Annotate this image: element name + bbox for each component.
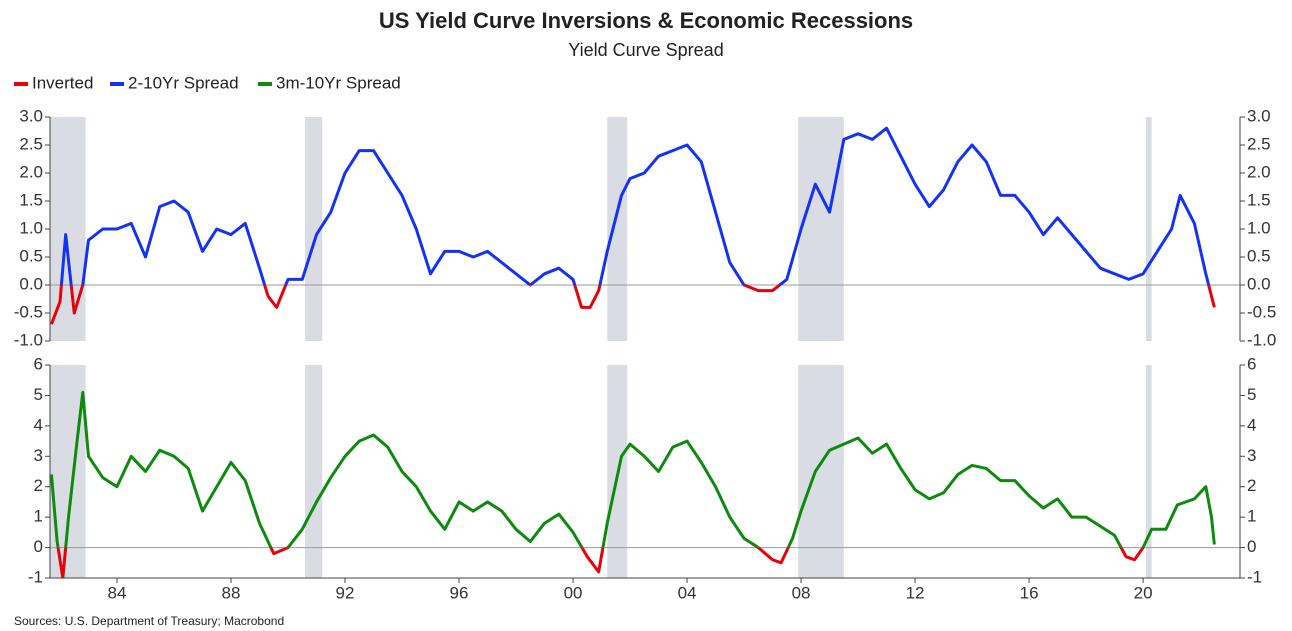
y-tick-label: 3 (34, 446, 43, 465)
y-tick-label: 2 (34, 476, 43, 495)
y-tick-label: 4 (34, 415, 43, 434)
y-tick-label: 1 (34, 507, 43, 526)
y2-tick-label: 2.5 (1247, 134, 1271, 153)
y-tick-label: 2.0 (19, 162, 43, 181)
x-tick-label: 12 (906, 583, 925, 602)
x-tick-label: 96 (450, 583, 469, 602)
y2-tick-label: 3.0 (1247, 106, 1271, 125)
y2-tick-label: 2 (1247, 476, 1256, 495)
recession-band (1145, 365, 1152, 578)
plot-area (50, 117, 1240, 341)
y-tick-label: 0 (34, 537, 43, 556)
legend-label: Inverted (32, 73, 93, 92)
y-tick-label: -1.0 (14, 330, 43, 349)
y2-tick-label: 1 (1247, 507, 1256, 526)
y2-tick-label: 2.0 (1247, 162, 1271, 181)
recession-band (607, 117, 628, 341)
y-tick-label: 1.5 (19, 190, 43, 209)
x-tick-label: 00 (564, 583, 583, 602)
y2-tick-label: -0.5 (1247, 302, 1276, 321)
legend-label: 2-10Yr Spread (128, 73, 239, 92)
chart-subtitle: Yield Curve Spread (568, 40, 723, 60)
y2-tick-label: -1.0 (1247, 330, 1276, 349)
y-tick-label: 5 (34, 385, 43, 404)
y2-tick-label: 0.5 (1247, 246, 1271, 265)
x-tick-label: 92 (336, 583, 355, 602)
chart-title: US Yield Curve Inversions & Economic Rec… (379, 8, 913, 33)
series-line (59, 126, 1211, 285)
recession-band (305, 365, 323, 578)
recession-band (798, 365, 844, 578)
x-tick-label: 20 (1134, 583, 1153, 602)
y2-tick-label: 5 (1247, 385, 1256, 404)
y-tick-label: 0.5 (19, 246, 43, 265)
y-tick-label: 6 (34, 354, 43, 373)
y2-tick-label: 0.0 (1247, 274, 1271, 293)
recession-band (50, 117, 86, 341)
x-tick-label: 16 (1020, 583, 1039, 602)
inverted-line (56, 547, 1145, 578)
y2-tick-label: 6 (1247, 354, 1256, 373)
inverted-line (50, 285, 1216, 325)
y2-tick-label: 0 (1247, 537, 1256, 556)
y-tick-label: 2.5 (19, 134, 43, 153)
series-line (50, 390, 1216, 548)
x-tick-label: 08 (792, 583, 811, 602)
recession-band (798, 117, 844, 341)
x-tick-label: 88 (222, 583, 241, 602)
y-tick-label: 0.0 (19, 274, 43, 293)
x-tick-label: 04 (678, 583, 697, 602)
y2-tick-label: 3 (1247, 446, 1256, 465)
plot-area (50, 365, 1240, 578)
y-tick-label: 1.0 (19, 218, 43, 237)
y2-tick-label: 1.0 (1247, 218, 1271, 237)
source-note: Sources: U.S. Department of Treasury; Ma… (14, 614, 284, 628)
y-tick-label: -0.5 (14, 302, 43, 321)
y2-tick-label: 1.5 (1247, 190, 1271, 209)
legend-label: 3m-10Yr Spread (276, 73, 401, 92)
recession-band (1145, 117, 1152, 341)
y2-tick-label: -1 (1247, 567, 1262, 586)
y2-tick-label: 4 (1247, 415, 1256, 434)
y-tick-label: 3.0 (19, 106, 43, 125)
y-tick-label: -1 (28, 567, 43, 586)
x-tick-label: 84 (108, 583, 127, 602)
